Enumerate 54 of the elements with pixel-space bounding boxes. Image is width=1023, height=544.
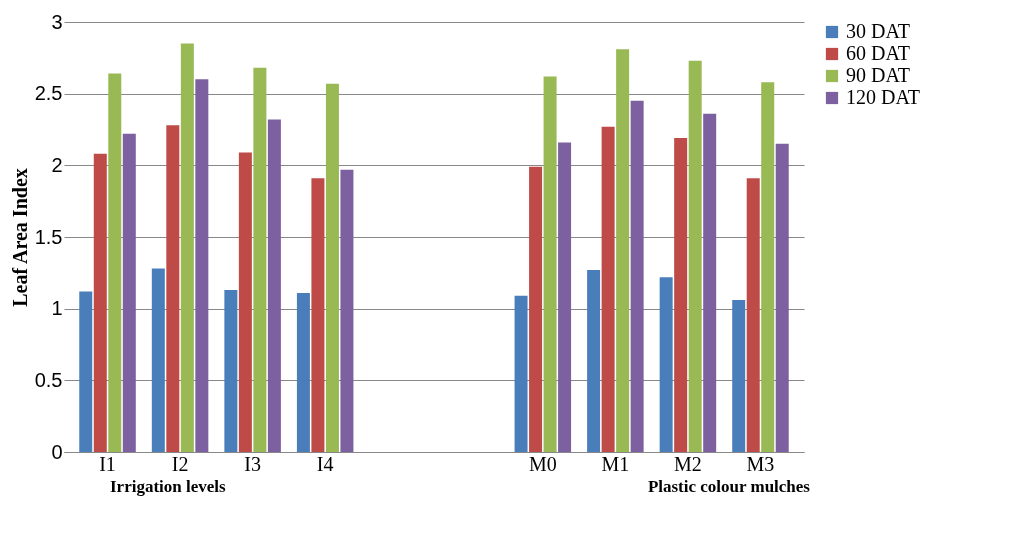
bar [180,43,194,452]
bar [601,126,615,452]
text: Plastic colour mulches [647,477,810,497]
y-axis-title: Leaf Area Index [8,168,31,307]
bar [746,178,760,452]
bar [79,291,93,452]
bar [166,125,180,452]
bar [311,178,325,452]
y-tick-label: 1.5 [34,225,63,248]
bar [325,83,339,452]
x-tick-label: I1 [99,452,116,475]
bar [558,142,572,452]
y-tick-label: 0.5 [34,368,63,391]
y-tick-label: 0 [51,440,63,463]
y-tick-label: 2.5 [34,82,63,105]
legend-label: 90 DAT [846,64,910,86]
bar [775,143,789,452]
x-tick-label: M1 [601,452,630,475]
bar [732,300,746,452]
bar [659,277,673,452]
y-tick-label: 2 [51,153,63,176]
bar [761,82,775,452]
bar [340,169,354,452]
bar [253,67,267,452]
bar [703,113,717,452]
bar [195,79,209,452]
bar [587,269,601,452]
bar [529,166,543,452]
bar [296,292,310,452]
x-tick-label: M3 [746,452,775,475]
bar [688,60,702,452]
y-tick-label: 3 [51,10,63,33]
y-tick-label: 1 [51,297,63,320]
text: Irrigation levels [110,477,226,497]
x-tick-label: M0 [528,452,557,475]
bar [238,152,252,452]
bar [224,290,238,452]
bar [630,100,644,452]
bar [93,153,107,452]
bar [151,268,165,452]
bar [543,76,557,452]
x-tick-label: I2 [171,452,189,475]
x-tick-label: I3 [244,452,261,475]
legend-label: 30 DAT [846,20,910,42]
bar [514,295,528,452]
legend-label: 120 DAT [846,86,920,108]
bar [674,138,688,452]
x-tick-label: M2 [674,452,702,475]
bar [267,119,281,452]
x-tick-label: I4 [316,452,334,475]
bar [616,49,630,452]
bar [108,73,122,452]
legend-label: 60 DAT [846,42,910,64]
bar [122,133,136,452]
